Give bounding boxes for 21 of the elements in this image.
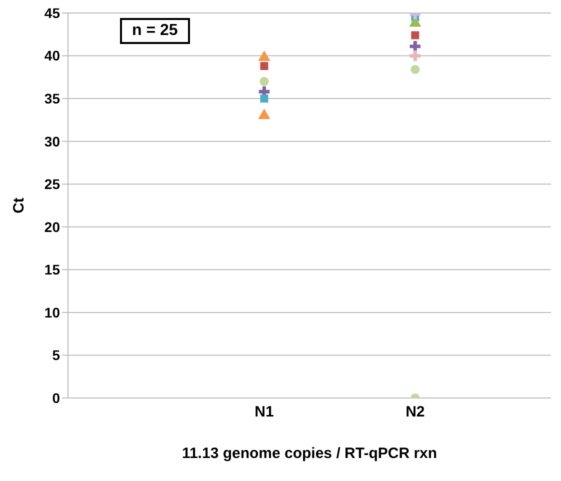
point [410,64,420,74]
point [260,76,269,86]
point [411,31,420,40]
y-tick-label: 15 [44,262,60,278]
y-tick-label: 40 [44,48,60,64]
y-tick-label: 20 [44,218,60,235]
annotation: n = 25 [120,18,190,44]
x-tick-label: N2 [406,404,425,421]
y-tick-label: 25 [44,176,60,192]
x-tick-label: N1 [254,404,274,421]
y-axis-title: Ct [10,198,28,214]
y-tick-label: 30 [44,133,60,150]
y-tick-label: 10 [44,304,60,320]
point [260,94,268,103]
y-tick-label: 35 [44,90,60,107]
y-tick-label: 45 [44,4,60,21]
y-tick-label: 5 [52,347,60,364]
y-tick-label: 0 [52,390,60,406]
point [260,62,268,70]
point [410,41,421,52]
x-axis-title: 11.13 genome copies / RT-qPCR rxn [182,445,438,462]
